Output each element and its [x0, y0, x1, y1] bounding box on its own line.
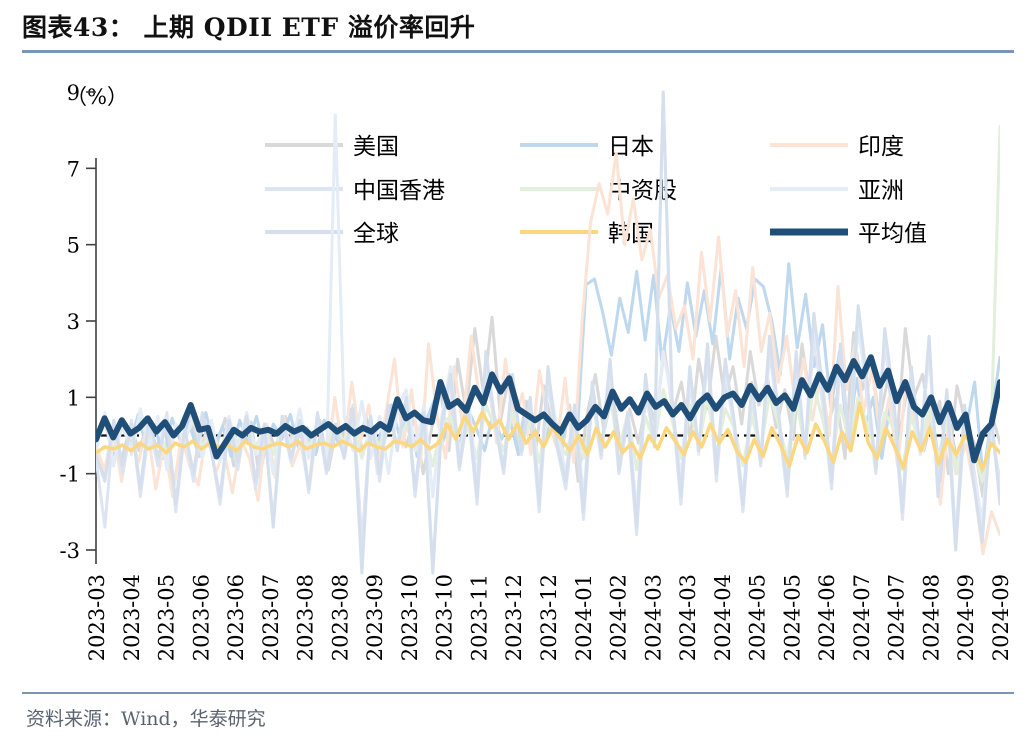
- x-tick-label: 2023-10: [433, 574, 457, 661]
- x-tick-label: 2023-09: [363, 574, 387, 661]
- legend-item-日本: 日本: [520, 134, 654, 160]
- series-group: [96, 90, 1000, 575]
- y-axis-ticks: -3 -1 1 3 5 7 9: [60, 81, 96, 563]
- x-tick-label: 2024-02: [607, 574, 631, 661]
- series-line-平均值: [96, 354, 1000, 464]
- y-axis-unit-label: （%）: [66, 85, 128, 109]
- x-axis-ticks: 2023-03 2023-04 2023-05 2023-06 2023-06 2023-…: [85, 574, 1013, 661]
- x-tick-label: 2023-10: [398, 574, 422, 661]
- series-line-全球: [96, 90, 1000, 575]
- y-tick-label: 3: [67, 310, 80, 334]
- source-note: 资料来源：Wind，华泰研究: [26, 708, 266, 730]
- chart-area: 美国 日本 印度 中国香港 中资股 亚洲 全球 韩国 平均值 （%） -3 -1 1 3 5 7 9 2023-0…: [0, 56, 1036, 686]
- legend-item-中国香港: 中国香港: [265, 178, 445, 204]
- x-tick-label: 2024-06: [815, 574, 839, 661]
- x-tick-label: 2024-04: [711, 574, 735, 661]
- x-tick-label: 2023-05: [155, 574, 179, 661]
- x-tick-label: 2023-03: [85, 574, 109, 661]
- x-tick-label: 2023-12: [537, 574, 561, 661]
- legend-item-印度: 印度: [770, 134, 904, 160]
- y-tick-label: 7: [67, 157, 80, 181]
- legend-label: 平均值: [858, 221, 927, 247]
- legend-item-平均值: 平均值: [770, 221, 927, 247]
- x-tick-label: 2024-05: [780, 574, 804, 661]
- legend-label: 美国: [353, 134, 399, 160]
- y-tick-label: 1: [67, 386, 80, 410]
- figure-title-row: 图表43： 上期 QDII ETF 溢价率回升: [22, 8, 1014, 54]
- legend-label: 印度: [858, 134, 904, 160]
- legend-item-亚洲: 亚洲: [770, 178, 904, 204]
- legend-item-美国: 美国: [265, 134, 399, 160]
- x-tick-label: 2024-08: [920, 574, 944, 661]
- legend-label: 中国香港: [353, 178, 445, 204]
- x-tick-label: 2023-08: [294, 574, 318, 661]
- footer-divider: [22, 692, 1014, 694]
- x-tick-label: 2023-06: [189, 574, 213, 661]
- x-tick-label: 2024-01: [572, 574, 596, 661]
- series-line-韩国: [96, 401, 1000, 472]
- y-tick-label: -1: [60, 463, 80, 487]
- series-line-中国香港: [96, 92, 1000, 567]
- legend-item-韩国: 韩国: [520, 221, 654, 247]
- y-tick-label: 9: [67, 81, 80, 105]
- y-tick-label: 5: [67, 234, 80, 258]
- title-divider: [22, 50, 1014, 53]
- x-tick-label: 2024-07: [850, 574, 874, 661]
- legend-item-全球: 全球: [265, 221, 399, 247]
- x-tick-label: 2024-09: [989, 574, 1013, 661]
- x-tick-label: 2023-08: [328, 574, 352, 661]
- x-tick-label: 2024-07: [885, 574, 909, 661]
- x-tick-label: 2024-03: [676, 574, 700, 661]
- x-tick-label: 2023-06: [224, 574, 248, 661]
- y-tick-label: -3: [60, 539, 80, 563]
- legend-label: 亚洲: [858, 178, 904, 204]
- x-tick-label: 2024-03: [641, 574, 665, 661]
- x-tick-label: 2023-12: [502, 574, 526, 661]
- x-tick-label: 2023-04: [120, 574, 144, 661]
- x-tick-label: 2023-11: [468, 574, 492, 661]
- x-tick-label: 2023-07: [259, 574, 283, 661]
- page-title: 图表43： 上期 QDII ETF 溢价率回升: [22, 13, 476, 42]
- legend-label: 全球: [353, 221, 399, 247]
- x-tick-label: 2024-05: [746, 574, 770, 661]
- x-tick-label: 2024-09: [954, 574, 978, 661]
